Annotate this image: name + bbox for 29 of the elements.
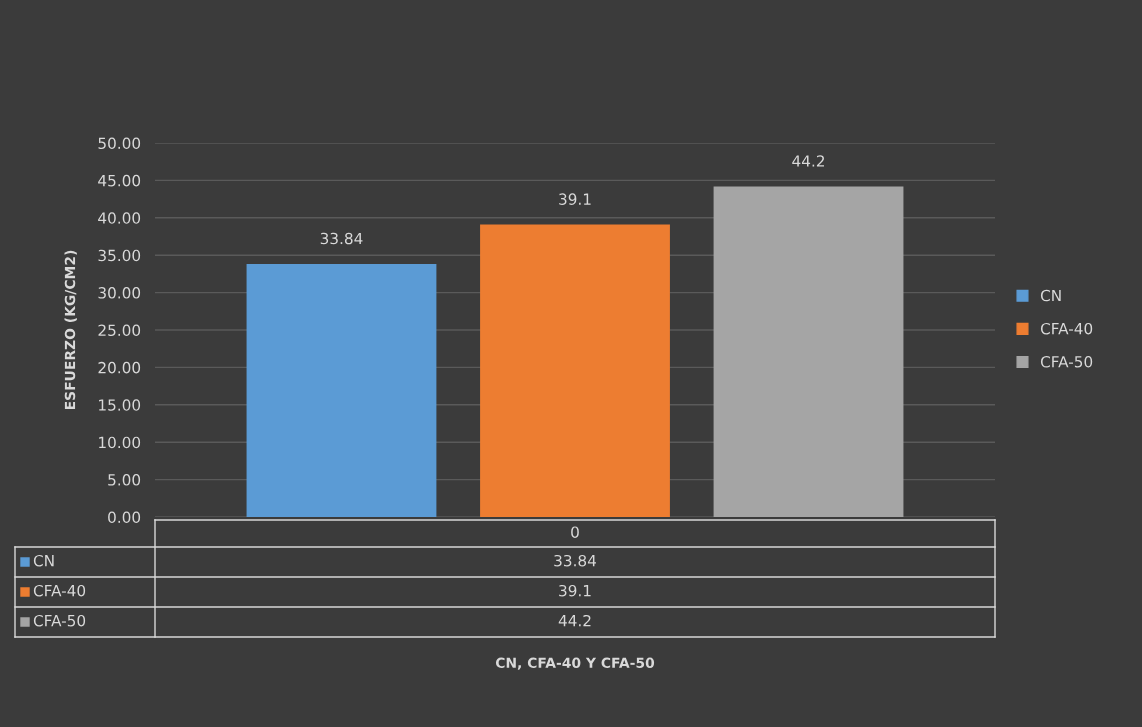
y-tick-label: 0.00 xyxy=(108,511,141,524)
data-label: 44.2 xyxy=(792,155,824,167)
y-tick-label: 45.00 xyxy=(98,174,141,187)
y-tick-label: 30.00 xyxy=(98,287,141,299)
y-tick-label: 5.00 xyxy=(108,474,141,486)
y-tick-label: 35.00 xyxy=(98,249,141,262)
y-tick-label: 15.00 xyxy=(99,399,141,411)
y-tick-label: 20.00 xyxy=(98,361,141,374)
text: CN, CFA-40 Y CFA-50 xyxy=(495,657,655,670)
text: CN xyxy=(1040,289,1061,302)
text: 44.2 xyxy=(558,614,591,627)
y-tick-label: 10.00 xyxy=(99,436,141,449)
bar xyxy=(480,224,670,517)
text: 33.84 xyxy=(554,554,597,567)
data-label: 33.84 xyxy=(320,232,363,245)
bar xyxy=(246,263,437,517)
y-axis-title: ESFUERZO (KG/CM2) xyxy=(64,250,77,410)
text: CFA-50 xyxy=(33,614,86,627)
text: 39.1 xyxy=(559,584,591,597)
y-tick-label: 40.00 xyxy=(98,212,141,224)
text: CFA-40 xyxy=(33,584,86,597)
bar xyxy=(713,186,904,517)
y-tick-label: 25.00 xyxy=(98,324,141,337)
y-tick-label: 50.00 xyxy=(98,137,141,150)
legend-label: CN xyxy=(33,554,54,567)
x-tick-label: 0 xyxy=(571,526,579,538)
data-label: 39.1 xyxy=(559,193,591,205)
legend-label: CFA-50 xyxy=(1040,356,1093,368)
legend-label: CFA-40 xyxy=(1040,322,1093,335)
